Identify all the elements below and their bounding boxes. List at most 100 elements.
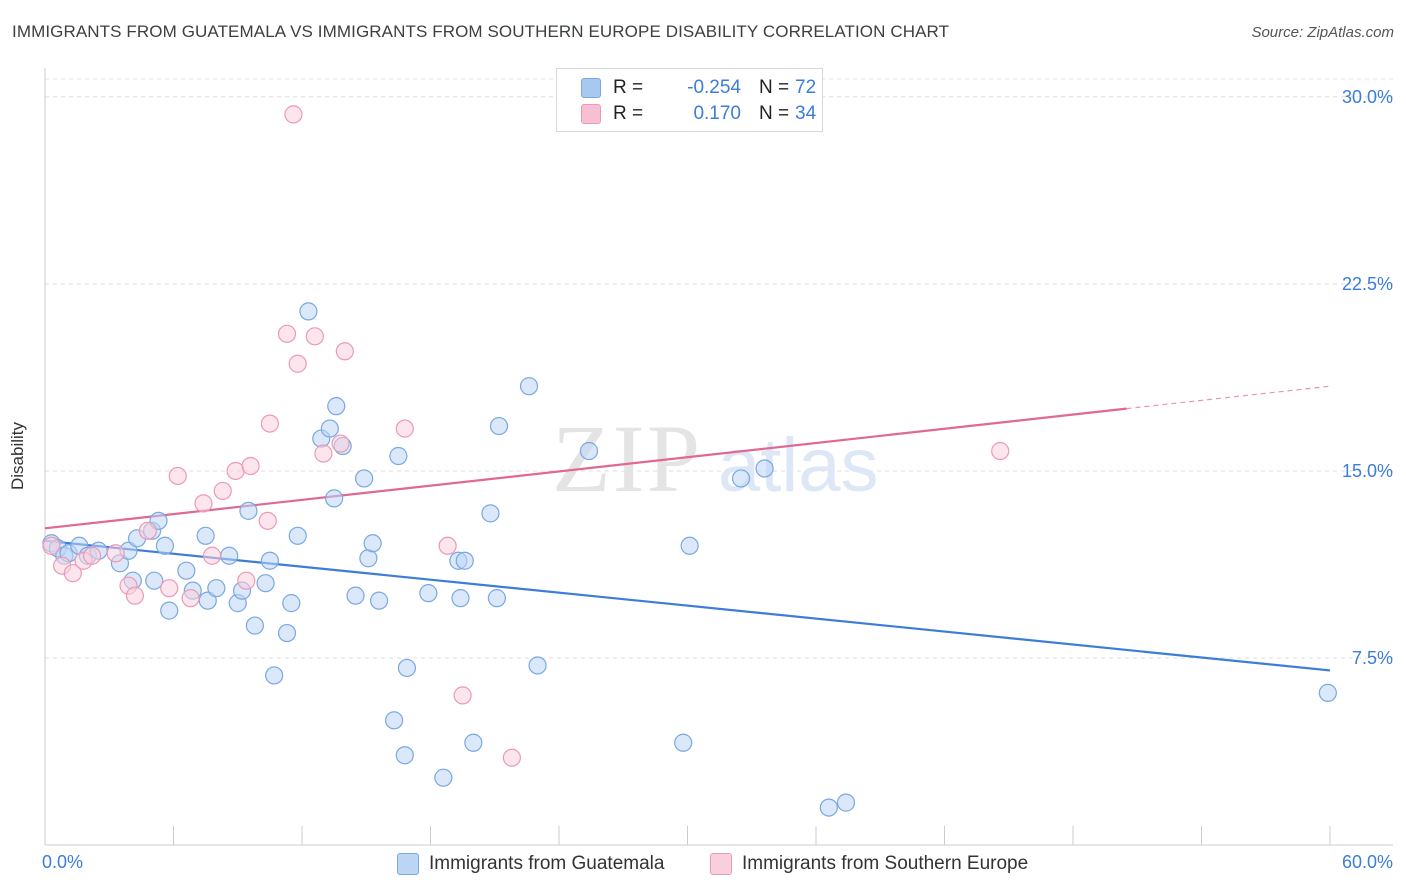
point-guatemala <box>260 551 279 570</box>
point-guatemala <box>836 793 856 812</box>
point-southern-europe <box>438 536 457 555</box>
point-guatemala <box>528 656 547 675</box>
point-southern-europe <box>168 466 187 486</box>
point-southern-europe <box>284 105 303 124</box>
source-label: Source: ZipAtlas.com <box>1251 24 1394 41</box>
r-value: 0.170 <box>693 103 741 124</box>
point-guatemala <box>489 416 509 436</box>
point-guatemala <box>674 733 693 752</box>
point-southern-europe <box>335 342 354 361</box>
bottom-legend-swatch-guatemala <box>397 853 419 875</box>
trend-lines <box>44 385 1331 672</box>
point-guatemala <box>397 658 417 678</box>
point-guatemala <box>395 746 414 765</box>
point-guatemala <box>239 501 258 520</box>
point-southern-europe <box>106 544 125 563</box>
point-guatemala <box>282 594 301 613</box>
point-guatemala <box>519 377 539 396</box>
point-guatemala <box>464 733 483 752</box>
point-guatemala <box>355 469 374 488</box>
point-southern-europe <box>453 686 472 705</box>
point-southern-europe <box>202 546 222 565</box>
y-tick-label: 22.5% <box>1342 274 1393 294</box>
x-tick-max: 60.0% <box>1341 852 1393 872</box>
y-tick-labels: 7.5% 15.0% 22.5% 30.0% <box>1342 87 1393 668</box>
point-guatemala <box>346 586 365 605</box>
point-guatemala <box>160 601 179 620</box>
axes <box>44 68 1393 846</box>
point-guatemala <box>370 591 389 610</box>
point-southern-europe <box>260 414 279 433</box>
point-guatemala <box>755 459 774 478</box>
x-tick-min: 0.0% <box>42 852 84 872</box>
point-guatemala <box>145 571 164 590</box>
point-southern-europe <box>991 441 1010 461</box>
n-label: N = <box>759 77 790 98</box>
point-southern-europe <box>213 481 232 501</box>
watermark: ZIP atlas <box>552 405 879 512</box>
point-guatemala <box>288 526 307 545</box>
point-guatemala <box>389 446 408 466</box>
point-southern-europe <box>258 511 277 530</box>
y-tick-label: 30.0% <box>1342 87 1393 107</box>
point-guatemala <box>455 551 474 570</box>
trend-southern-europe <box>44 407 1127 530</box>
point-southern-europe <box>314 444 333 463</box>
point-guatemala <box>265 666 284 685</box>
point-guatemala <box>363 534 382 553</box>
legend-swatch-southern-europe <box>581 104 601 124</box>
y-tick-label: 15.0% <box>1342 461 1393 481</box>
legend-swatch-guatemala <box>581 78 601 98</box>
point-southern-europe <box>277 324 297 343</box>
chart-title: IMMIGRANTS FROM GUATEMALA VS IMMIGRANTS … <box>12 22 950 41</box>
data-points <box>42 105 1337 817</box>
watermark-atlas: atlas <box>718 423 879 508</box>
point-guatemala <box>434 768 453 787</box>
point-southern-europe <box>63 564 82 583</box>
r-label: R = <box>613 77 644 98</box>
point-southern-europe <box>395 419 414 438</box>
point-southern-europe <box>305 327 324 346</box>
point-guatemala <box>177 561 196 580</box>
point-southern-europe <box>194 494 213 513</box>
point-guatemala <box>256 574 275 593</box>
y-tick-label: 7.5% <box>1352 648 1393 668</box>
point-guatemala <box>384 711 404 730</box>
point-guatemala <box>1318 683 1337 702</box>
point-southern-europe <box>42 536 61 555</box>
r-value: -0.254 <box>687 77 741 98</box>
point-southern-europe <box>83 546 102 565</box>
point-guatemala <box>419 584 438 603</box>
point-southern-europe <box>288 354 307 373</box>
point-southern-europe <box>331 434 350 453</box>
point-guatemala <box>487 589 506 608</box>
point-guatemala <box>155 536 175 555</box>
point-southern-europe <box>181 589 200 608</box>
point-guatemala <box>680 536 699 555</box>
trend-guatemala <box>44 539 1331 672</box>
r-label: R = <box>613 103 644 124</box>
point-southern-europe <box>125 586 145 605</box>
y-axis-label: Disability <box>8 421 27 491</box>
n-label: N = <box>759 103 790 124</box>
point-guatemala <box>245 616 264 635</box>
point-guatemala <box>320 419 339 438</box>
grid-lines <box>45 78 1393 659</box>
point-southern-europe <box>237 571 256 590</box>
point-southern-europe <box>160 579 179 598</box>
bottom-legend-label: Immigrants from Southern Europe <box>742 853 1029 874</box>
bottom-legend-label: Immigrants from Guatemala <box>429 853 665 874</box>
point-guatemala <box>299 302 318 321</box>
point-guatemala <box>579 441 599 461</box>
point-guatemala <box>220 546 239 565</box>
point-guatemala <box>207 579 226 598</box>
point-guatemala <box>196 526 215 545</box>
point-southern-europe <box>502 748 521 767</box>
point-guatemala <box>451 589 470 608</box>
n-value: 72 <box>795 77 817 98</box>
bottom-legend-swatch-southern-europe <box>710 853 732 875</box>
stats-legend: R = -0.254 N = 72 R = 0.170 N = 34 <box>556 68 823 132</box>
point-guatemala <box>325 489 344 508</box>
n-value: 34 <box>795 103 817 124</box>
